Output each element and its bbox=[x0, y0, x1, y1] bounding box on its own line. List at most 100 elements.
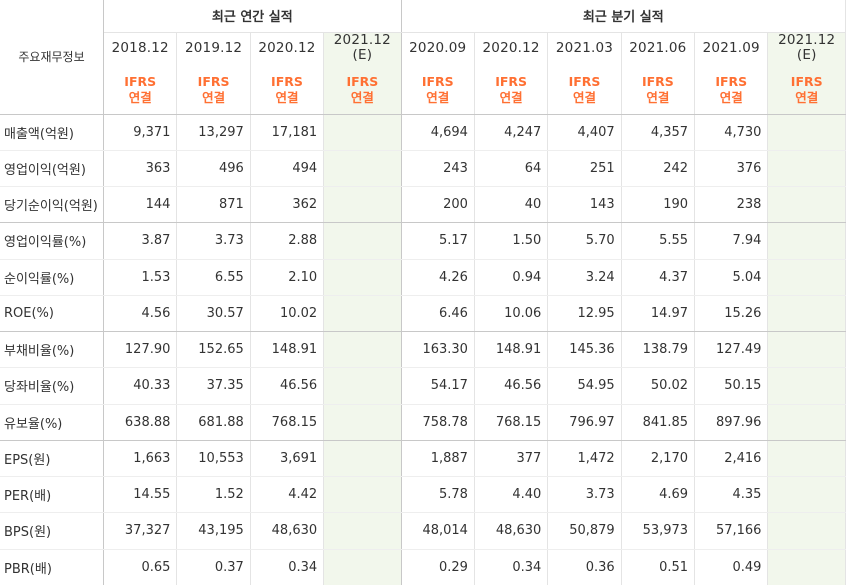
ifrs-text: IFRS bbox=[346, 74, 379, 89]
value-cell: 30.57 bbox=[176, 295, 251, 333]
value-cell: 1,472 bbox=[547, 440, 622, 478]
ifrs-badge: IFRS 연결 bbox=[250, 64, 325, 115]
value-cell: 363 bbox=[103, 150, 178, 188]
value-cell: 37.35 bbox=[176, 367, 251, 405]
estimate-cell bbox=[323, 295, 402, 333]
estimate-cell bbox=[767, 259, 846, 296]
row-label: PBR(배) bbox=[0, 549, 105, 585]
value-cell: 841.85 bbox=[621, 404, 696, 441]
table-row: EPS(원) 1,663 10,553 3,691 1,887 377 1,472 2,170… bbox=[0, 440, 846, 478]
accounting-standard-row: IFRS 연결 IFRS 연결 IFRS 연결 IFRS 연결 IFRS 연결 IFRS 연… bbox=[0, 64, 846, 115]
ifrs-badge: IFRS 연결 bbox=[176, 64, 251, 115]
value-cell: 243 bbox=[401, 150, 475, 188]
consolidated-text: 연결 bbox=[572, 90, 596, 105]
value-cell: 148.91 bbox=[474, 331, 549, 369]
value-cell: 57,166 bbox=[694, 512, 769, 550]
value-cell: 15.26 bbox=[694, 295, 769, 333]
estimate-cell bbox=[323, 549, 402, 585]
value-cell: 48,630 bbox=[474, 512, 549, 550]
ifrs-badge: IFRS 연결 bbox=[103, 64, 178, 115]
estimate-cell bbox=[767, 114, 846, 151]
value-cell: 5.04 bbox=[694, 259, 769, 296]
estimate-cell bbox=[323, 150, 402, 188]
value-cell: 362 bbox=[250, 186, 325, 224]
period-header-row: 2018.12 2019.12 2020.12 2021.12 (E) 2020.… bbox=[0, 32, 846, 64]
estimate-cell bbox=[323, 440, 402, 478]
value-cell: 251 bbox=[547, 150, 622, 188]
value-cell: 43,195 bbox=[176, 512, 251, 550]
consolidated-text: 연결 bbox=[350, 90, 374, 105]
value-cell: 53,973 bbox=[621, 512, 696, 550]
value-cell: 796.97 bbox=[547, 404, 622, 441]
table-row: 당좌비율(%) 40.33 37.35 46.56 54.17 46.56 54.95 50.… bbox=[0, 367, 846, 405]
value-cell: 54.95 bbox=[547, 367, 622, 405]
value-cell: 50,879 bbox=[547, 512, 622, 550]
value-cell: 768.15 bbox=[250, 404, 325, 441]
consolidated-text: 연결 bbox=[795, 90, 819, 105]
value-cell: 3.73 bbox=[547, 476, 622, 514]
value-cell: 190 bbox=[621, 186, 696, 224]
value-cell: 4,730 bbox=[694, 114, 769, 151]
estimate-cell bbox=[767, 222, 846, 260]
estimate-cell bbox=[767, 150, 846, 188]
value-cell: 10.06 bbox=[474, 295, 549, 333]
value-cell: 4,357 bbox=[621, 114, 696, 151]
value-cell: 4.56 bbox=[103, 295, 178, 333]
value-cell: 1.52 bbox=[176, 476, 251, 514]
consolidated-text: 연결 bbox=[128, 90, 152, 105]
ifrs-text: IFRS bbox=[790, 74, 823, 89]
ifrs-badge: IFRS 연결 bbox=[474, 64, 549, 115]
period-label: 2021.12 bbox=[333, 32, 391, 49]
ifrs-badge: IFRS 연결 bbox=[401, 64, 475, 115]
value-cell: 13,297 bbox=[176, 114, 251, 151]
column-header-label: 주요재무정보 bbox=[0, 0, 105, 115]
estimate-cell bbox=[767, 476, 846, 514]
row-label: ROE(%) bbox=[0, 295, 105, 333]
estimate-cell bbox=[767, 331, 846, 369]
value-cell: 10.02 bbox=[250, 295, 325, 333]
value-cell: 40 bbox=[474, 186, 549, 224]
consolidated-text: 연결 bbox=[499, 90, 523, 105]
estimate-cell bbox=[767, 549, 846, 585]
row-label: 부채비율(%) bbox=[0, 331, 105, 369]
table-row: 영업이익(억원) 363 496 494 243 64 251 242 376 bbox=[0, 150, 846, 188]
ifrs-badge: IFRS 연결 bbox=[767, 64, 846, 115]
estimate-cell bbox=[323, 186, 402, 224]
ifrs-badge: IFRS 연결 bbox=[621, 64, 696, 115]
ifrs-text: IFRS bbox=[715, 74, 748, 89]
value-cell: 4.35 bbox=[694, 476, 769, 514]
estimate-cell bbox=[767, 367, 846, 405]
ifrs-text: IFRS bbox=[197, 74, 230, 89]
value-cell: 1,887 bbox=[401, 440, 475, 478]
table-row: BPS(원) 37,327 43,195 48,630 48,014 48,630 50,8… bbox=[0, 512, 846, 550]
value-cell: 0.34 bbox=[250, 549, 325, 585]
value-cell: 638.88 bbox=[103, 404, 178, 441]
value-cell: 5.70 bbox=[547, 222, 622, 260]
value-cell: 145.36 bbox=[547, 331, 622, 369]
value-cell: 0.36 bbox=[547, 549, 622, 585]
value-cell: 3,691 bbox=[250, 440, 325, 478]
ifrs-text: IFRS bbox=[641, 74, 674, 89]
value-cell: 4.37 bbox=[621, 259, 696, 296]
table-row: 매출액(억원) 9,371 13,297 17,181 4,694 4,247 4,407 4… bbox=[0, 114, 846, 151]
row-label: 순이익률(%) bbox=[0, 259, 105, 296]
value-cell: 0.94 bbox=[474, 259, 549, 296]
value-cell: 5.17 bbox=[401, 222, 475, 260]
consolidated-text: 연결 bbox=[275, 90, 299, 105]
value-cell: 377 bbox=[474, 440, 549, 478]
value-cell: 3.73 bbox=[176, 222, 251, 260]
consolidated-text: 연결 bbox=[426, 90, 450, 105]
value-cell: 4.69 bbox=[621, 476, 696, 514]
period-header: 2020.12 bbox=[474, 32, 549, 64]
estimate-cell bbox=[323, 114, 402, 151]
value-cell: 50.02 bbox=[621, 367, 696, 405]
value-cell: 0.34 bbox=[474, 549, 549, 585]
row-label: 영업이익률(%) bbox=[0, 222, 105, 260]
row-label: EPS(원) bbox=[0, 440, 105, 478]
row-label: 매출액(억원) bbox=[0, 114, 105, 151]
consolidated-text: 연결 bbox=[719, 90, 743, 105]
value-cell: 50.15 bbox=[694, 367, 769, 405]
estimate-cell bbox=[767, 440, 846, 478]
estimate-cell bbox=[767, 512, 846, 550]
estimate-cell bbox=[323, 476, 402, 514]
